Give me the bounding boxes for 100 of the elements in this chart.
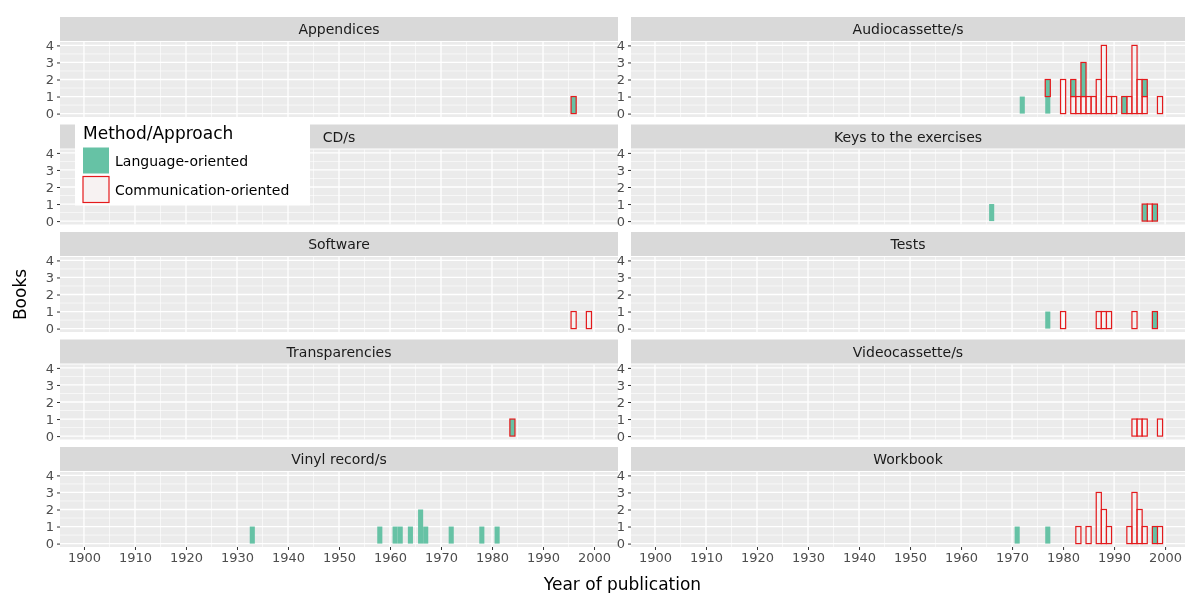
y-tick-label: 4 <box>616 145 625 161</box>
x-axis-title: Year of publication <box>542 574 702 593</box>
y-tick-label: 1 <box>616 89 625 105</box>
y-tick-label: 0 <box>616 536 625 552</box>
y-tick-label: 2 <box>616 287 625 303</box>
chart-title: Audiocassette/s <box>852 21 964 37</box>
bar <box>1014 526 1020 544</box>
y-tick-label: 1 <box>616 411 625 427</box>
bar <box>1136 508 1143 545</box>
x-tick-label: 1950 <box>322 550 357 566</box>
bar <box>1105 525 1113 545</box>
x-tick-label: 1970 <box>424 550 459 566</box>
chart-title: CD/s <box>322 128 356 145</box>
y-tick-label: 0 <box>45 213 54 229</box>
y-tick-label: 1 <box>45 411 54 427</box>
x-tick-label: 1920 <box>740 550 775 566</box>
y-tick-label: 3 <box>616 162 625 178</box>
bar <box>1131 491 1138 545</box>
chart-title: Videocassette/s <box>852 343 964 360</box>
bar <box>1141 95 1148 115</box>
y-tick-label: 0 <box>45 106 54 122</box>
y-tick-label: 2 <box>45 502 54 518</box>
x-tick-label: 1960 <box>373 550 408 566</box>
bar <box>1019 96 1025 114</box>
y-tick-label: 4 <box>45 253 54 269</box>
y-tick-label: 0 <box>616 321 625 337</box>
y-tick-label: 1 <box>45 519 54 535</box>
bar <box>1110 95 1118 115</box>
x-tick-label: 1900 <box>67 550 102 566</box>
y-tick-label: 4 <box>45 360 54 376</box>
y-tick-label: 2 <box>45 179 54 195</box>
y-tick-label: 3 <box>45 377 54 393</box>
legend-label: Communication-oriented <box>115 181 290 198</box>
bar <box>1121 95 1128 115</box>
y-tick-label: 0 <box>616 428 625 444</box>
y-tick-label: 1 <box>45 196 54 212</box>
y-tick-label: 2 <box>616 179 625 195</box>
x-tick-label: 1980 <box>1047 550 1081 566</box>
chart-title: Keys to the exercises <box>833 128 983 145</box>
bar <box>1141 78 1148 98</box>
y-tick-label: 4 <box>616 38 625 54</box>
y-tick-label: 2 <box>45 287 54 303</box>
y-tick-label: 4 <box>616 468 625 484</box>
y-tick-label: 3 <box>45 55 54 71</box>
x-tick-label: 1990 <box>526 550 561 566</box>
y-tick-label: 1 <box>616 196 625 212</box>
x-tick-label: 1940 <box>842 550 877 566</box>
bar <box>1070 78 1077 98</box>
x-tick-label: 1900 <box>638 550 673 566</box>
y-tick-label: 0 <box>45 321 54 337</box>
x-tick-label: 1930 <box>791 550 826 566</box>
chart-title: Vinyl record/s <box>291 451 387 467</box>
bar <box>1090 95 1097 115</box>
chart-title: Workbook <box>873 451 944 467</box>
y-tick-label: 4 <box>45 468 54 484</box>
y-tick-label: 2 <box>45 72 54 88</box>
bar <box>1085 525 1092 545</box>
y-tick-label: 0 <box>45 428 54 444</box>
x-tick-label: 1950 <box>893 550 928 566</box>
bar <box>1151 525 1159 545</box>
x-tick-label: 1920 <box>169 550 204 566</box>
chart-title: Software <box>308 236 370 252</box>
x-tick-label: 1990 <box>1098 550 1132 566</box>
bar <box>1141 525 1148 545</box>
chart-title: Tests <box>889 236 926 252</box>
bar <box>1131 44 1138 115</box>
y-tick-label: 2 <box>616 72 625 88</box>
y-tick-label: 3 <box>45 270 54 286</box>
x-tick-label: 1910 <box>118 550 153 566</box>
bar <box>1080 61 1087 98</box>
y-tick-label: 3 <box>616 270 625 286</box>
x-tick-label: 2000 <box>577 550 612 566</box>
legend-label: Language-oriented <box>115 152 249 169</box>
y-axis-title: Books <box>10 268 30 321</box>
y-tick-label: 0 <box>45 536 54 552</box>
y-tick-label: 4 <box>45 145 54 161</box>
y-tick-label: 3 <box>616 377 625 393</box>
y-tick-label: 0 <box>616 106 625 122</box>
y-tick-label: 1 <box>616 519 625 535</box>
y-tick-label: 3 <box>45 162 54 178</box>
y-tick-label: 1 <box>45 304 54 320</box>
chart-title: Transparencies <box>285 343 392 360</box>
x-tick-label: 1910 <box>689 550 724 566</box>
chart-title: Appendices <box>298 21 380 37</box>
y-tick-label: 0 <box>616 213 625 229</box>
x-tick-label: 1960 <box>945 550 979 566</box>
y-tick-label: 3 <box>45 485 54 501</box>
bar <box>1075 525 1082 545</box>
bar <box>1045 526 1051 544</box>
bar <box>1100 44 1108 115</box>
bar <box>1059 78 1067 115</box>
y-tick-label: 3 <box>616 55 625 71</box>
legend-title: Method/Approach <box>83 122 234 143</box>
bar <box>1156 95 1164 115</box>
y-tick-label: 4 <box>616 360 625 376</box>
x-tick-label: 1930 <box>220 550 255 566</box>
y-tick-label: 3 <box>616 485 625 501</box>
y-tick-label: 4 <box>616 253 625 269</box>
y-tick-label: 2 <box>45 394 54 410</box>
y-tick-label: 2 <box>616 502 625 518</box>
